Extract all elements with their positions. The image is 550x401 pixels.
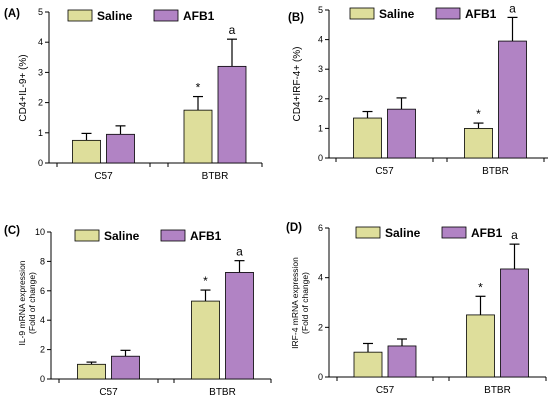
y-axis-label: CD4+IL-9+ (%): [18, 54, 29, 121]
bar-saline-c57: [353, 117, 382, 159]
legend-swatch-saline: [67, 9, 93, 22]
legend-swatch-afb1: [435, 7, 461, 20]
legend-label: Saline: [104, 229, 140, 243]
y-tick-label: 0: [318, 372, 323, 382]
y-tick-label: 4: [38, 37, 43, 47]
panel-label: (D): [286, 222, 302, 234]
category-label: C57: [376, 385, 395, 396]
y-tick-label: 4: [318, 273, 323, 283]
legend-swatch-saline: [349, 7, 375, 20]
significance-mark: *: [203, 274, 208, 288]
significance-mark: a: [236, 245, 243, 259]
bar-saline-c57: [77, 363, 106, 380]
legend-swatch-afb1: [160, 229, 186, 242]
bar-afb1-c57: [111, 355, 140, 380]
y-tick-label: 1: [318, 123, 323, 133]
y-tick-label: 0: [318, 153, 323, 163]
bar-afb1-btbr: [498, 40, 527, 159]
panel-label: (A): [4, 8, 20, 20]
bar-afb1-btbr: [217, 65, 247, 164]
legend-label: AFB1: [471, 226, 503, 240]
legend-label: Saline: [379, 7, 415, 21]
y-tick-label: 10: [35, 227, 45, 237]
legend-label: AFB1: [183, 9, 215, 23]
significance-mark: *: [478, 280, 483, 294]
y-tick-label: 2: [318, 94, 323, 104]
chart-panel-d: (D) 0 2 4 6 IRF-4 mRNA expression(Fold of cha…: [286, 222, 547, 396]
significance-mark: a: [509, 1, 516, 15]
bar-saline-c57: [353, 351, 383, 378]
legend-label: AFB1: [465, 7, 497, 21]
panel-label: (B): [288, 12, 304, 24]
significance-mark: a: [511, 228, 518, 242]
significance-mark: *: [196, 81, 201, 95]
bar-afb1-c57: [387, 108, 416, 159]
y-tick-label: 6: [318, 223, 323, 233]
y-tick-label: 0: [38, 158, 43, 168]
legend-label: Saline: [385, 226, 421, 240]
category-label: BTBR: [209, 387, 236, 398]
category-label: C57: [375, 166, 394, 177]
y-tick-label: 5: [318, 5, 323, 15]
bar-saline-c57: [72, 139, 101, 164]
legend-label: AFB1: [190, 229, 222, 243]
y-tick-label: 3: [38, 67, 43, 77]
significance-mark: a: [229, 23, 236, 37]
y-axis-label: IRF-4 mRNA expression(Fold of change): [290, 257, 310, 349]
significance-mark: *: [476, 107, 481, 121]
legend-swatch-saline: [74, 229, 100, 242]
y-tick-label: 0: [40, 374, 45, 384]
legend-swatch-afb1: [153, 9, 179, 22]
panel-label: (C): [4, 225, 20, 237]
bar-saline-btbr: [466, 314, 495, 378]
chart-panel-c: (C) 0 2 4 6 8 10 IL-9 mRNA expression(Fold of c…: [4, 225, 272, 398]
bar-afb1-c57: [106, 133, 135, 164]
legend-swatch-afb1: [441, 226, 467, 239]
y-axis-label: IL-9 mRNA expression(Fold of change): [17, 260, 37, 345]
bar-saline-btbr: [191, 300, 220, 380]
bar-saline-btbr: [183, 109, 213, 164]
y-axis-label: CD4+IRF-4+ (%): [292, 46, 303, 121]
category-label: BTBR: [482, 166, 509, 177]
y-tick-label: 8: [40, 256, 45, 266]
chart-panel-a: (A) 0 1 2 3 4 5 CD4+IL-9+ (%) C57 BTBR * a Saline AFB…: [4, 7, 263, 182]
category-label: C57: [99, 387, 118, 398]
category-label: BTBR: [202, 171, 229, 182]
y-tick-label: 4: [318, 35, 323, 45]
y-tick-label: 2: [40, 345, 45, 355]
category-label: C57: [94, 171, 113, 182]
category-label: BTBR: [484, 385, 511, 396]
y-tick-label: 2: [38, 98, 43, 108]
bar-afb1-c57: [387, 345, 417, 378]
chart-panel-b: (B) 0 1 2 3 4 5 CD4+IRF-4+ (%) C57 BTBR * a Saline AF…: [288, 1, 548, 177]
bar-afb1-btbr: [225, 272, 254, 380]
legend-label: Saline: [97, 9, 133, 23]
y-tick-label: 2: [318, 322, 323, 332]
legend-swatch-saline: [355, 226, 381, 239]
y-tick-label: 3: [318, 64, 323, 74]
y-tick-label: 6: [40, 286, 45, 296]
bar-saline-btbr: [464, 127, 493, 159]
y-tick-label: 4: [40, 315, 45, 325]
bar-afb1-btbr: [500, 268, 529, 378]
y-tick-label: 5: [38, 7, 43, 17]
y-tick-label: 1: [38, 128, 43, 138]
